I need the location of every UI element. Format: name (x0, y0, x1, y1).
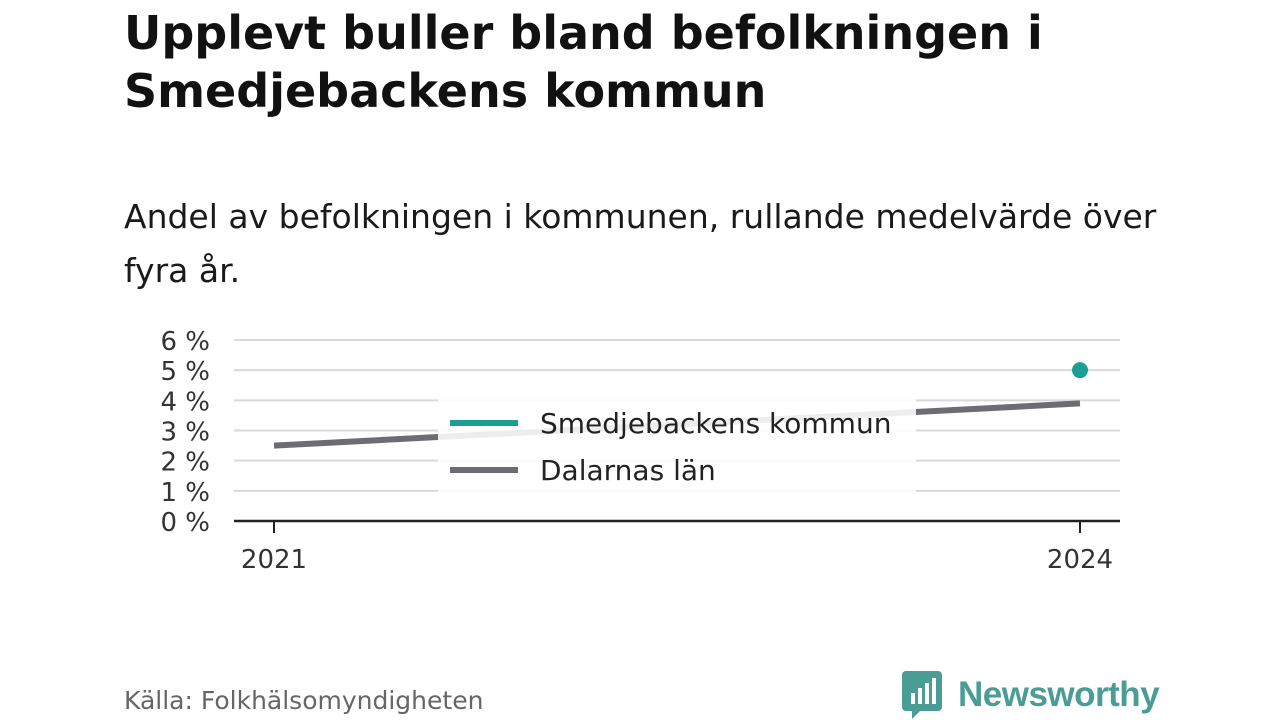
newsworthy-logo: Newsworthy (902, 670, 1160, 720)
chart-subtitle: Andel av befolkningen i kommunen, rullan… (124, 197, 1157, 290)
y-tick-label: 4 % (160, 387, 210, 417)
x-tick-label: 2021 (241, 545, 307, 575)
x-tick-label: 2024 (1047, 545, 1113, 575)
y-tick-label: 2 % (160, 448, 210, 478)
legend-label: Smedjebackens kommun (540, 407, 891, 440)
y-tick-label: 0 % (160, 508, 210, 538)
y-tick-label: 5 % (160, 357, 210, 387)
brand-name: Newsworthy (958, 675, 1160, 714)
legend-box (438, 396, 916, 492)
y-tick-label: 1 % (160, 478, 210, 508)
y-tick-label: 3 % (160, 418, 210, 448)
series-point-0 (1072, 362, 1088, 379)
legend-label: Dalarnas län (540, 454, 716, 487)
bar-chart-bubble-icon (902, 671, 942, 719)
chart-title: Upplevt buller bland befolkningen i Smed… (124, 6, 1043, 118)
source-note: Källa: Folkhälsomyndigheten (124, 686, 484, 715)
y-tick-label: 6 % (160, 327, 210, 357)
